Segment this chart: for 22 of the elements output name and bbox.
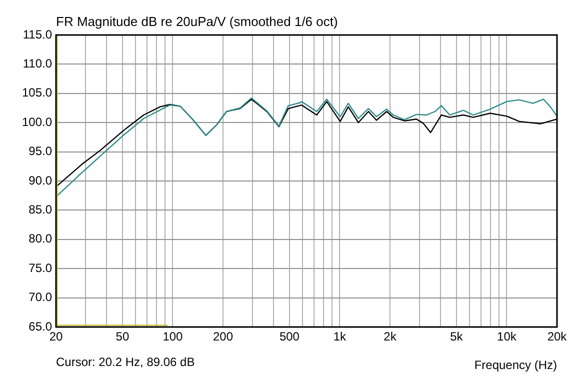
x-tick-label: 5k: [450, 330, 464, 344]
x-tick-label: 500: [279, 330, 300, 344]
y-tick-label: 75.0: [28, 260, 52, 275]
x-tick-label: 50: [116, 330, 130, 344]
x-axis-title: Frequency (Hz): [474, 358, 558, 372]
x-tick-label: 10k: [497, 330, 518, 344]
x-tick-label: 2k: [384, 330, 398, 344]
y-tick-label: 70.0: [28, 290, 52, 304]
x-tick-label: 20k: [547, 330, 568, 344]
y-tick-label: 95.0: [28, 144, 52, 158]
y-tick-label: 85.0: [28, 202, 52, 217]
text: Cursor: 20.2 Hz, 89.06 dB: [56, 355, 195, 369]
x-tick-label: 200: [212, 330, 234, 344]
y-tick-label: 115.0: [22, 27, 52, 42]
x-tick-label: 100: [162, 330, 184, 344]
y-tick-label: 100.0: [22, 114, 52, 129]
y-tick-label: 80.0: [28, 232, 52, 246]
y-tick-label: 105.0: [22, 86, 52, 100]
y-tick-label: 110.0: [22, 56, 52, 71]
y-tick-label: 90.0: [28, 173, 52, 188]
x-tick-label: 1k: [333, 330, 348, 344]
chart-title: FR Magnitude dB re 20uPa/V (smoothed 1/6 oct): [56, 14, 338, 29]
